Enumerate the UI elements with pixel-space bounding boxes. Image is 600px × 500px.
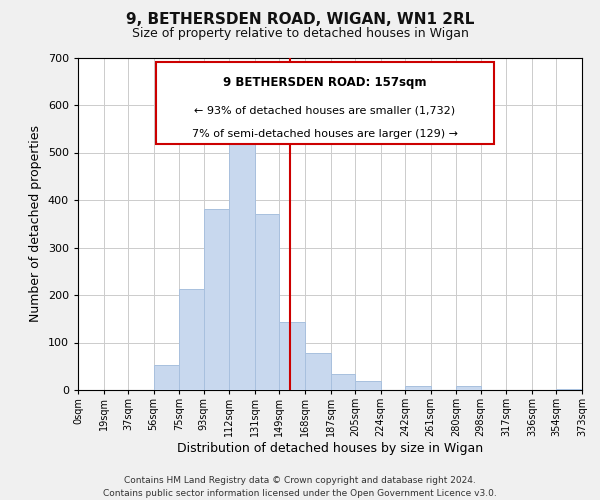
Bar [203, 209, 229, 390]
Bar [331, 374, 355, 390]
X-axis label: Distribution of detached houses by size in Wigan: Distribution of detached houses by size … [177, 442, 483, 455]
Y-axis label: Number of detached properties: Number of detached properties [29, 125, 42, 322]
Text: 9 BETHERSDEN ROAD: 157sqm: 9 BETHERSDEN ROAD: 157sqm [223, 76, 427, 89]
Bar [355, 381, 380, 390]
Bar [255, 214, 280, 390]
Bar [457, 386, 481, 390]
Bar [229, 130, 255, 390]
Bar [405, 386, 431, 390]
Bar [179, 289, 203, 390]
Text: Contains HM Land Registry data © Crown copyright and database right 2024.
Contai: Contains HM Land Registry data © Crown c… [103, 476, 497, 498]
FancyBboxPatch shape [156, 62, 494, 144]
Bar [556, 388, 582, 390]
Bar [305, 354, 331, 390]
Text: ← 93% of detached houses are smaller (1,732): ← 93% of detached houses are smaller (1,… [194, 106, 455, 116]
Bar [280, 322, 305, 390]
Text: 7% of semi-detached houses are larger (129) →: 7% of semi-detached houses are larger (1… [192, 129, 458, 139]
Bar [154, 365, 179, 390]
Text: Size of property relative to detached houses in Wigan: Size of property relative to detached ho… [131, 28, 469, 40]
Text: 9, BETHERSDEN ROAD, WIGAN, WN1 2RL: 9, BETHERSDEN ROAD, WIGAN, WN1 2RL [126, 12, 474, 28]
